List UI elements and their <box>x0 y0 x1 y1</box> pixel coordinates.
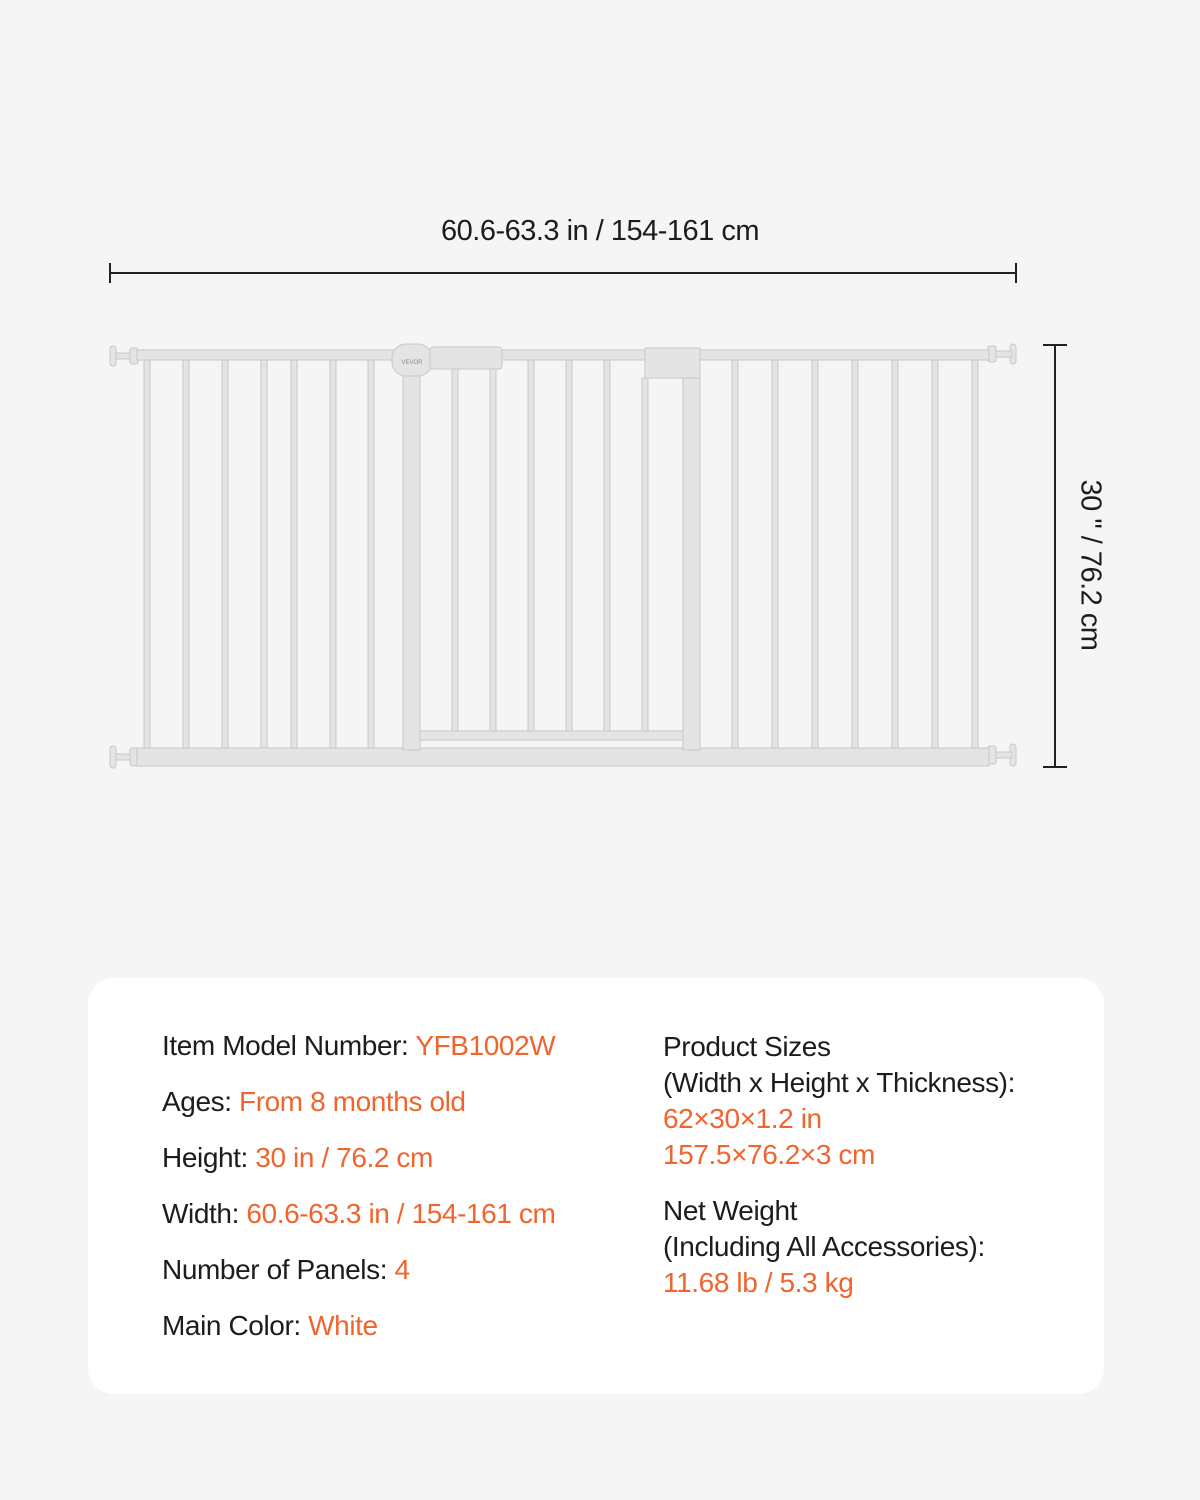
gate-bar <box>931 359 939 749</box>
gate-bar <box>367 359 375 749</box>
gate-bar <box>565 357 573 732</box>
gate-bar <box>771 359 779 749</box>
gate-bar <box>603 357 611 732</box>
height-dimension-label: 30 " / 76.2 cm <box>1074 479 1107 651</box>
weight-value: 11.68 lb / 5.3 kg <box>663 1267 854 1298</box>
spec-model: Item Model Number: YFB1002W <box>162 1030 556 1061</box>
spec-panels: Number of Panels: 4 <box>162 1254 410 1285</box>
sizes-label-detail: (Width x Height x Thickness): <box>663 1067 1015 1098</box>
width-dimension-label: 60.6-63.3 in / 154-161 cm <box>441 215 759 247</box>
gate-bar <box>731 359 739 749</box>
gate-bar <box>260 359 268 749</box>
sizes-value-in: 62×30×1.2 in <box>663 1103 822 1134</box>
gate-bar <box>811 359 819 749</box>
gate-bar <box>182 359 190 749</box>
brand-logo: VEVOR <box>401 360 423 366</box>
gate-bar <box>891 359 899 749</box>
gate-bar <box>971 359 979 749</box>
gate-bar <box>527 357 535 732</box>
width-dimension-line <box>109 263 1017 283</box>
gate-bar <box>641 377 649 732</box>
baby-gate: VEVOR <box>109 343 1017 769</box>
spec-color: Main Color: White <box>162 1310 378 1341</box>
height-dimension-line <box>1043 344 1067 768</box>
weight-label: Net Weight <box>663 1195 797 1226</box>
spec-width: Width: 60.6-63.3 in / 154-161 cm <box>162 1198 556 1229</box>
gate-bar <box>143 359 151 749</box>
weight-label-detail: (Including All Accessories): <box>663 1231 985 1262</box>
gate-bar <box>489 365 497 732</box>
sizes-value-cm: 157.5×76.2×3 cm <box>663 1139 875 1170</box>
spec-ages: Ages: From 8 months old <box>162 1086 466 1117</box>
gate-bar <box>290 359 298 749</box>
specs-card: Item Model Number: YFB1002W Ages: From 8… <box>88 978 1104 1394</box>
gate-bar <box>329 359 337 749</box>
sizes-label: Product Sizes <box>663 1031 831 1062</box>
gate-bar <box>221 359 229 749</box>
gate-bar <box>451 365 459 732</box>
gate-bar <box>851 359 859 749</box>
gate-illustration: VEVOR <box>109 263 1067 769</box>
spec-height: Height: 30 in / 76.2 cm <box>162 1142 433 1173</box>
